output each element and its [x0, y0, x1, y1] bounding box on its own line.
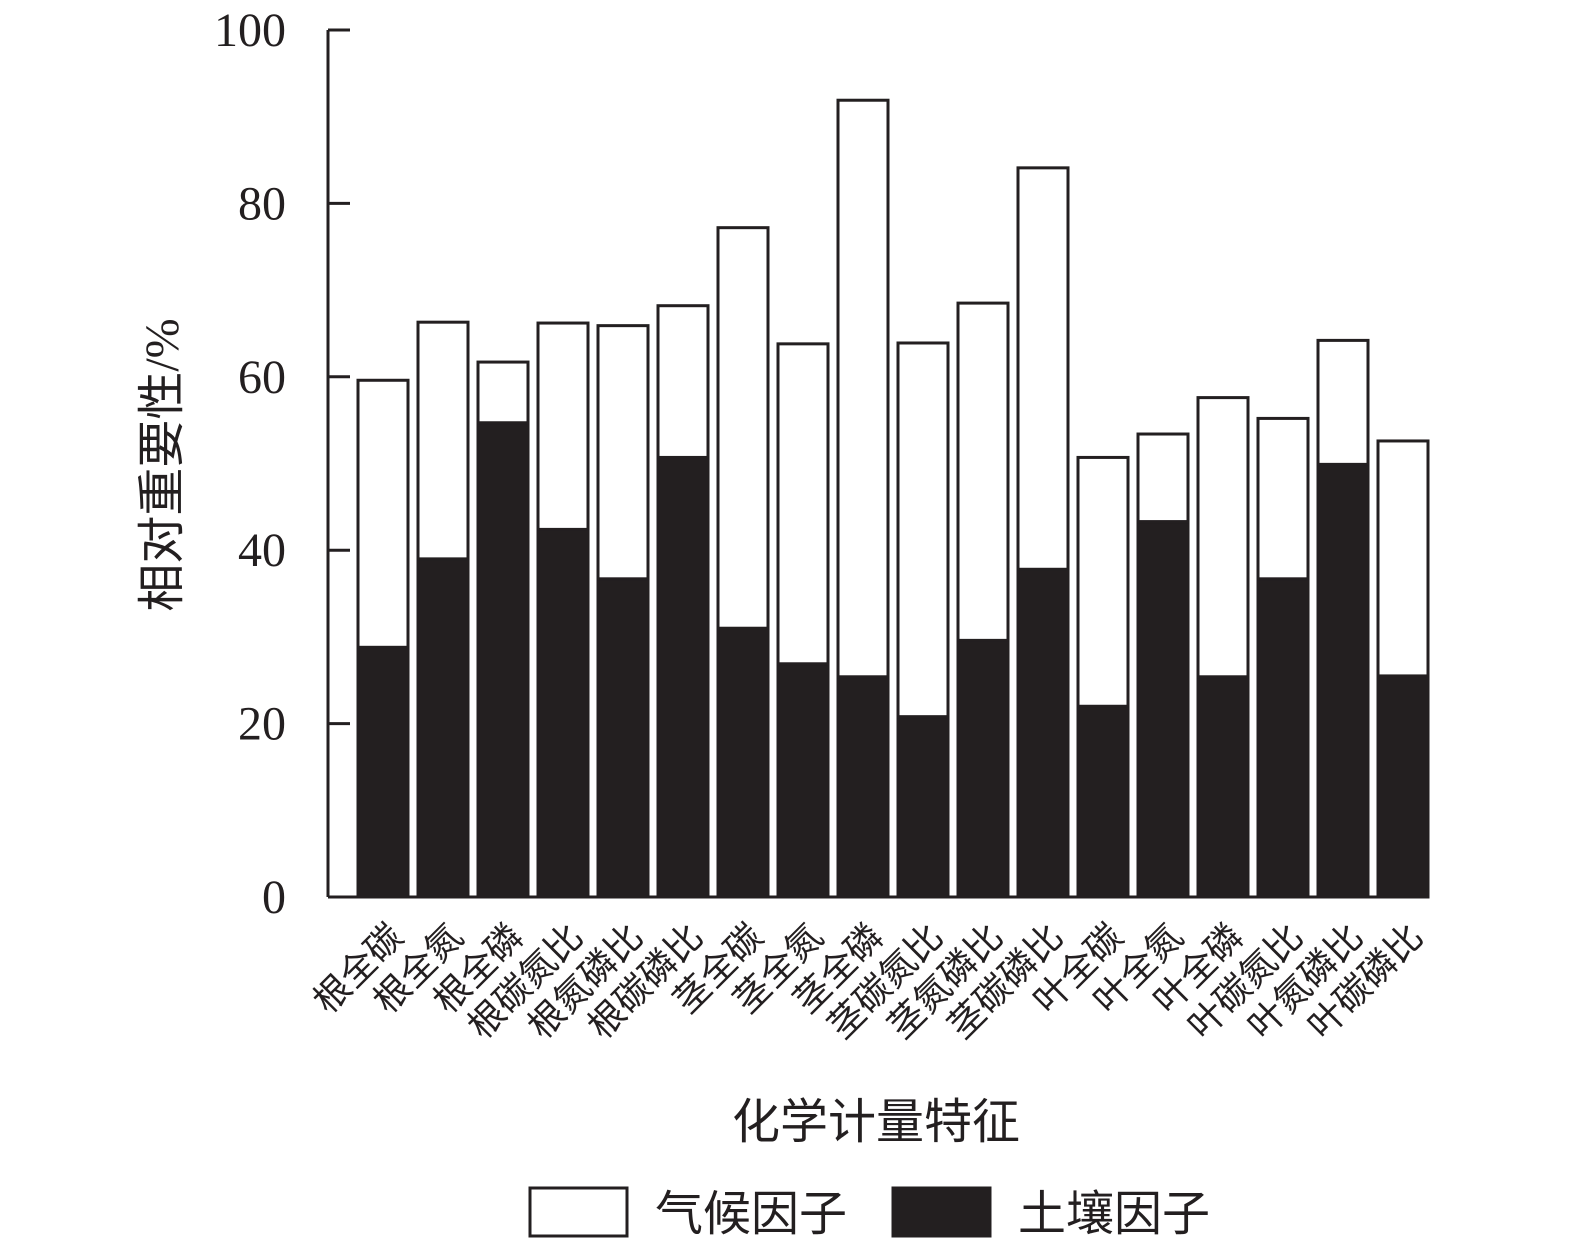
bar-segment [956, 638, 1010, 899]
y-tick-label: 80 [238, 177, 286, 230]
bar-segment [656, 455, 710, 899]
bar-segment [596, 577, 650, 899]
bar-segment [836, 98, 890, 679]
bar-segment [896, 715, 950, 899]
bar-segment [1316, 462, 1370, 899]
bar-segment [1076, 455, 1130, 708]
legend-swatch [528, 1186, 629, 1238]
y-tick-label: 20 [238, 698, 286, 751]
bar-segment [356, 378, 410, 649]
bar-segment [776, 662, 830, 899]
bar-segment [416, 320, 470, 561]
bar-segment [536, 321, 590, 531]
y-tick-label: 0 [262, 871, 286, 924]
legend-swatch [891, 1186, 992, 1238]
bar-segment [596, 324, 650, 581]
bar-segment [716, 226, 770, 630]
bar-segment [1196, 675, 1250, 899]
bar-segment [656, 304, 710, 459]
y-tick-label: 40 [238, 524, 286, 577]
bar-segment [1136, 432, 1190, 524]
bar-segment [1076, 704, 1130, 899]
y-tick-label: 60 [238, 351, 286, 404]
bar-segment [1196, 396, 1250, 679]
bar-segment [1376, 674, 1430, 899]
bar-segment [1136, 520, 1190, 899]
bar-segment [476, 360, 530, 425]
bar-segment [716, 626, 770, 899]
bar-segment [476, 421, 530, 899]
bar-segment [536, 527, 590, 899]
bar-segment [896, 341, 950, 719]
x-axis-label: 化学计量特征 [732, 1096, 1020, 1149]
bar-segment [1376, 439, 1430, 678]
bar-segment [416, 557, 470, 899]
bar-segment [1256, 416, 1310, 581]
bar-segment [836, 675, 890, 899]
bar-segment [1316, 338, 1370, 466]
bar-segment [776, 342, 830, 666]
legend-label: 气候因子 [655, 1188, 847, 1241]
legend-label: 土壤因子 [1018, 1188, 1210, 1241]
y-tick-label: 100 [214, 4, 286, 57]
bar-segment [956, 301, 1010, 642]
bar-segment [1016, 166, 1070, 571]
y-axis-label: 相对重要性/% [136, 318, 189, 611]
bar-segment [356, 645, 410, 899]
bar-segment [1016, 567, 1070, 899]
bar-segment [1256, 577, 1310, 899]
